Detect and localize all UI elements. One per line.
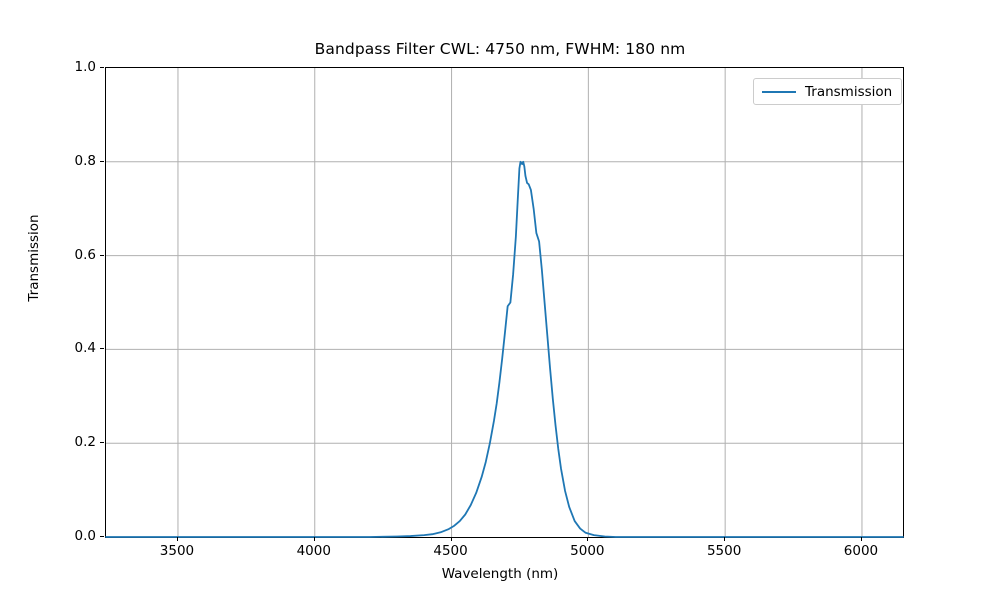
x-tick-label: 5000 <box>570 543 605 559</box>
x-tick-label: 3500 <box>159 543 195 559</box>
y-tick-label: 0.8 <box>74 152 96 169</box>
x-tick-mark <box>176 537 178 541</box>
x-tick-mark <box>450 537 452 541</box>
legend-label-transmission: Transmission <box>805 83 893 100</box>
y-axis-label: Transmission <box>26 214 42 302</box>
chart-title: Bandpass Filter CWL: 4750 nm, FWHM: 180 … <box>314 40 686 58</box>
x-tick-mark <box>313 537 315 541</box>
x-tick-mark <box>587 537 589 541</box>
x-tick-label: 4500 <box>433 543 468 559</box>
legend-box[interactable]: Transmission <box>753 78 903 105</box>
grid-layer <box>106 68 903 537</box>
y-tick-mark <box>100 442 104 444</box>
y-tick-label: 0.4 <box>74 340 96 357</box>
y-tick-label: 0.0 <box>74 528 96 544</box>
plot-axes-area <box>105 67 904 538</box>
transmission-curve-layer <box>106 68 903 537</box>
y-tick-label: 0.6 <box>74 246 96 263</box>
x-tick-label: 6000 <box>843 543 879 559</box>
y-tick-mark <box>100 67 104 68</box>
y-tick-mark <box>100 536 104 537</box>
x-tick-mark <box>860 537 862 541</box>
legend-line-swatch <box>762 90 796 93</box>
x-axis-label: Wavelength (nm) <box>441 566 559 582</box>
x-tick-mark <box>724 537 726 541</box>
y-tick-mark <box>100 348 104 350</box>
x-tick-label: 4000 <box>296 543 331 559</box>
y-tick-mark <box>100 254 104 256</box>
y-tick-mark <box>100 160 104 162</box>
y-tick-label: 1.0 <box>74 59 96 75</box>
x-tick-label: 5500 <box>706 543 742 559</box>
y-tick-label: 0.2 <box>74 434 96 451</box>
transmission-curve <box>106 162 903 537</box>
